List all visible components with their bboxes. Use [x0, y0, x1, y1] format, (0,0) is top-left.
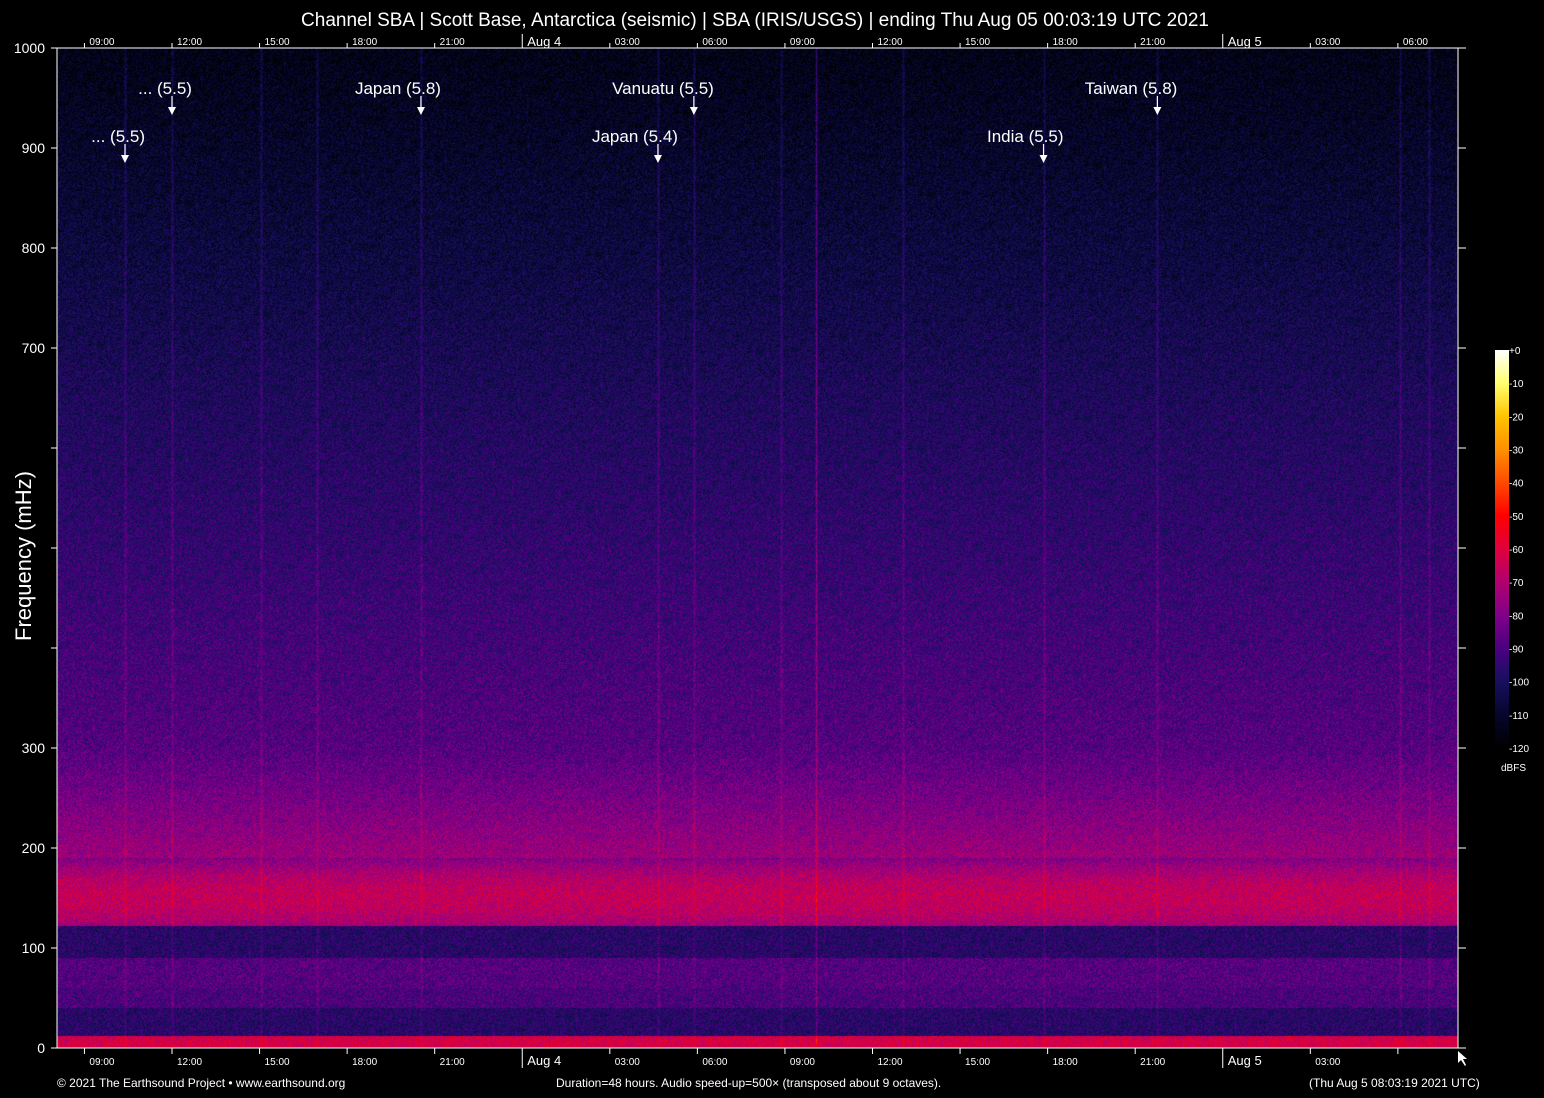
y-axis-label: Frequency (mHz) [11, 471, 36, 641]
x-tick-label: 09:00 [89, 1057, 114, 1068]
y-tick-label: 300 [22, 740, 46, 756]
colorbar-tick-label: -100 [1509, 678, 1529, 689]
event-label: India (5.5) [987, 127, 1064, 146]
generated-timestamp: (Thu Aug 5 08:03:19 2021 UTC) [1309, 1076, 1480, 1090]
x-tick-top-label: 09:00 [790, 37, 815, 48]
x-tick-top-label: 18:00 [1053, 37, 1078, 48]
event-arrow-icon [1153, 107, 1162, 115]
event-label: ... (5.5) [91, 127, 145, 146]
colorbar [1495, 350, 1509, 748]
x-tick-label: 03:00 [1315, 1057, 1340, 1068]
event-label: Vanuatu (5.5) [612, 79, 714, 98]
x-tick-label: 03:00 [615, 1057, 640, 1068]
event-arrow-icon [653, 155, 662, 163]
y-tick-label: 100 [22, 940, 46, 956]
y-tick-label: 700 [22, 340, 46, 356]
x-tick-label: 12:00 [177, 1057, 202, 1068]
x-tick-top-label: 12:00 [177, 37, 202, 48]
x-tick-label: 21:00 [440, 1057, 465, 1068]
x-tick-top-label: 15:00 [265, 37, 290, 48]
x-tick-top-label: 15:00 [965, 37, 990, 48]
y-tick-label: 800 [22, 240, 46, 256]
event-arrow-icon [167, 107, 176, 115]
event-label: Taiwan (5.8) [1085, 79, 1178, 98]
colorbar-tick-label: -120 [1509, 744, 1529, 755]
x-tick-top-label: 06:00 [702, 37, 727, 48]
event-arrow-icon [1039, 155, 1048, 163]
copyright-text: © 2021 The Earthsound Project • www.eart… [57, 1076, 346, 1090]
event-arrow-icon [121, 155, 130, 163]
x-tick-top-label: 03:00 [1315, 37, 1340, 48]
x-tick-label: 06:00 [702, 1057, 727, 1068]
colorbar-tick-label: -10 [1509, 379, 1524, 390]
x-tick-label: 15:00 [265, 1057, 290, 1068]
colorbar-tick-label: +0 [1509, 346, 1521, 357]
event-label: Japan (5.4) [592, 127, 678, 146]
x-tick-label: 21:00 [1140, 1057, 1165, 1068]
end-cursor-icon [1458, 1051, 1467, 1066]
event-label: ... (5.5) [138, 79, 192, 98]
x-tick-top-label: 06:00 [1403, 37, 1428, 48]
x-tick-label: 15:00 [965, 1057, 990, 1068]
spectrogram-heatmap [57, 48, 1458, 1048]
colorbar-tick-label: -90 [1509, 645, 1524, 656]
x-tick-top-label: Aug 4 [527, 34, 561, 49]
x-tick-label: 18:00 [352, 1057, 377, 1068]
colorbar-tick-label: -40 [1509, 479, 1524, 490]
x-tick-label: 09:00 [790, 1057, 815, 1068]
colorbar-tick-label: -20 [1509, 412, 1524, 423]
colorbar-tick-label: -80 [1509, 611, 1524, 622]
colorbar-tick-label: -50 [1509, 512, 1524, 523]
colorbar-tick-label: -60 [1509, 545, 1524, 556]
duration-text: Duration=48 hours. Audio speed-up=500× (… [556, 1076, 942, 1090]
x-tick-top-label: Aug 5 [1228, 34, 1262, 49]
x-tick-label: Aug 5 [1228, 1053, 1262, 1068]
chart-title: Channel SBA | Scott Base, Antarctica (se… [301, 10, 1209, 31]
y-tick-label: 200 [22, 840, 46, 856]
colorbar-tick-label: -30 [1509, 446, 1524, 457]
y-tick-label: 1000 [14, 40, 45, 56]
x-tick-label: Aug 4 [527, 1053, 561, 1068]
x-tick-top-label: 21:00 [1140, 37, 1165, 48]
event-label: Japan (5.8) [355, 79, 441, 98]
x-tick-label: 12:00 [877, 1057, 902, 1068]
x-tick-top-label: 03:00 [615, 37, 640, 48]
x-tick-label: 18:00 [1053, 1057, 1078, 1068]
x-tick-top-label: 18:00 [352, 37, 377, 48]
event-arrow-icon [416, 107, 425, 115]
colorbar-tick-label: -110 [1509, 711, 1529, 722]
colorbar-tick-label: -70 [1509, 578, 1524, 589]
x-tick-top-label: 12:00 [877, 37, 902, 48]
y-tick-label: 900 [22, 140, 46, 156]
y-tick-label: 0 [37, 1040, 45, 1056]
colorbar-label: dBFS [1501, 763, 1526, 774]
x-tick-top-label: 21:00 [440, 37, 465, 48]
event-arrow-icon [689, 107, 698, 115]
x-tick-top-label: 09:00 [89, 37, 114, 48]
